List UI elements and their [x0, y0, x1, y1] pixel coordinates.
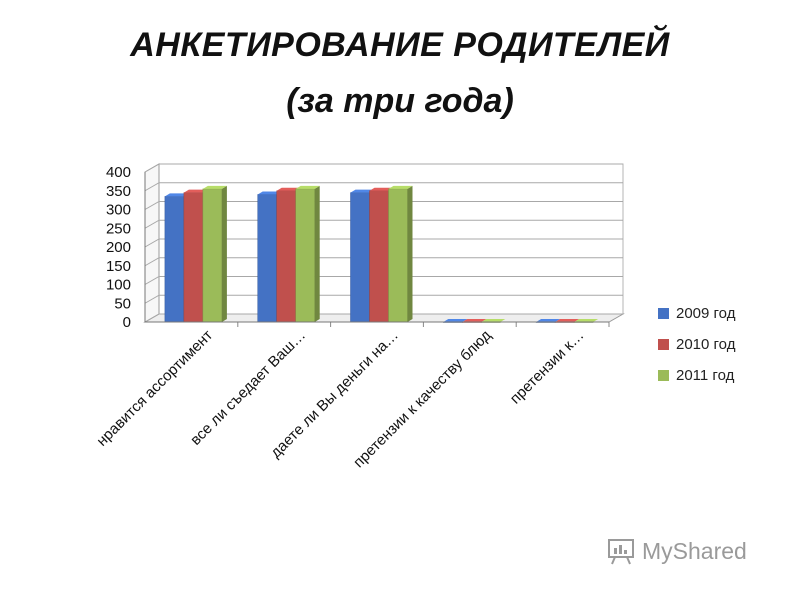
legend-label-2010: 2010 год — [676, 336, 736, 353]
bar-side — [221, 185, 227, 322]
bar-top — [443, 319, 468, 322]
bar-side — [407, 185, 413, 322]
y-tick-label: 150 — [106, 258, 131, 275]
y-tick-label: 0 — [123, 314, 131, 331]
bar-top — [574, 319, 599, 322]
bar — [388, 188, 408, 323]
bar-top — [183, 189, 208, 193]
bar-top — [202, 185, 227, 189]
bar — [257, 194, 277, 323]
gridline — [144, 238, 623, 248]
y-tick-label: 50 — [114, 295, 131, 312]
y-tick-label: 400 — [106, 164, 131, 181]
legend-swatch-2009 — [658, 308, 669, 319]
bar-top — [536, 319, 561, 322]
gridline — [144, 276, 623, 285]
chart-legend: 2009 год 2010 год 2011 год — [658, 298, 735, 391]
y-tick-label: 350 — [106, 183, 131, 200]
y-tick-label: 300 — [106, 202, 131, 219]
bar — [369, 190, 389, 323]
watermark-text: MyShared — [642, 537, 747, 564]
legend-item-2011: 2011 год — [658, 360, 735, 391]
page-title: АНКЕТИРОВАНИЕ РОДИТЕЛЕЙ — [130, 26, 670, 64]
bar — [276, 190, 296, 323]
bar — [164, 196, 185, 323]
watermark-logo: MyShared — [606, 536, 747, 566]
bar-top — [388, 185, 413, 189]
gridline — [144, 163, 623, 173]
gridline — [144, 201, 623, 210]
bar-top — [462, 319, 487, 322]
bar-top — [369, 187, 394, 191]
legend-item-2009: 2009 год — [658, 298, 735, 329]
legend-label-2009: 2009 год — [676, 305, 736, 322]
bar-side — [314, 185, 320, 322]
page-subtitle: (за три года) — [286, 82, 514, 120]
bar-top — [164, 193, 189, 197]
gridline — [144, 313, 623, 323]
y-tick-label: 100 — [106, 277, 131, 294]
gridline — [144, 294, 623, 304]
bar-top — [276, 187, 301, 191]
bar-top — [481, 319, 506, 322]
y-tick-label: 250 — [106, 220, 131, 237]
legend-swatch-2010 — [658, 339, 669, 350]
gridline — [144, 182, 623, 192]
bar — [202, 188, 223, 323]
bar — [350, 192, 370, 323]
legend-item-2010: 2010 год — [658, 329, 735, 360]
bar — [183, 192, 204, 323]
bar-top — [350, 189, 375, 193]
bar-top — [295, 185, 320, 189]
y-tick-label: 200 — [106, 239, 131, 256]
gridline — [144, 219, 623, 229]
legend-swatch-2011 — [658, 370, 669, 381]
bar — [295, 188, 315, 323]
x-category-label: претензии к… — [507, 327, 588, 408]
presentation-board-icon — [608, 539, 634, 565]
bar-top — [555, 319, 580, 322]
legend-label-2011: 2011 год — [676, 367, 735, 384]
bar-top — [257, 191, 282, 195]
gridline — [144, 257, 623, 267]
